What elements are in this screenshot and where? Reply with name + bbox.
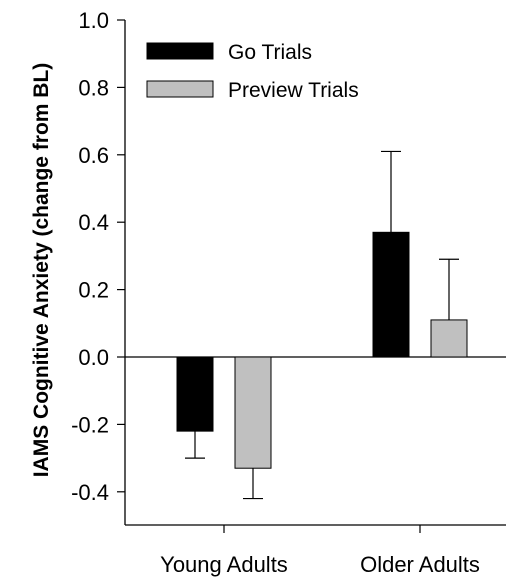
bar (372, 231, 410, 358)
legend-swatch (146, 80, 214, 98)
legend-label: Preview Trials (228, 79, 359, 102)
x-axis-categories: Young Adults Older Adults (160, 525, 480, 577)
bars (176, 231, 468, 469)
y-tick-label: -0.2 (71, 412, 109, 437)
y-tick-label: 0.2 (78, 278, 109, 303)
y-tick-label: 0.8 (78, 75, 109, 100)
y-axis-label: IAMS Cognitive Anxiety (change from BL) (30, 63, 53, 478)
y-tick-label: 0.4 (78, 210, 109, 235)
x-category-label: Older Adults (360, 552, 480, 577)
bar (176, 356, 214, 432)
legend-label: Go Trials (228, 41, 312, 64)
x-category-label: Young Adults (160, 552, 288, 577)
error-bars (185, 150, 459, 500)
legend: Go Trials Preview Trials (146, 41, 359, 102)
y-tick-label: 0.0 (78, 345, 109, 370)
bar (430, 319, 468, 358)
y-tick-label: 1.0 (78, 8, 109, 33)
bar (234, 356, 272, 469)
y-axis-ticks: 1.0 0.8 0.6 0.4 0.2 0.0 -0.2 -0.4 (71, 8, 125, 505)
y-tick-label: 0.6 (78, 143, 109, 168)
y-tick-label: -0.4 (71, 480, 109, 505)
legend-swatch (146, 42, 214, 60)
